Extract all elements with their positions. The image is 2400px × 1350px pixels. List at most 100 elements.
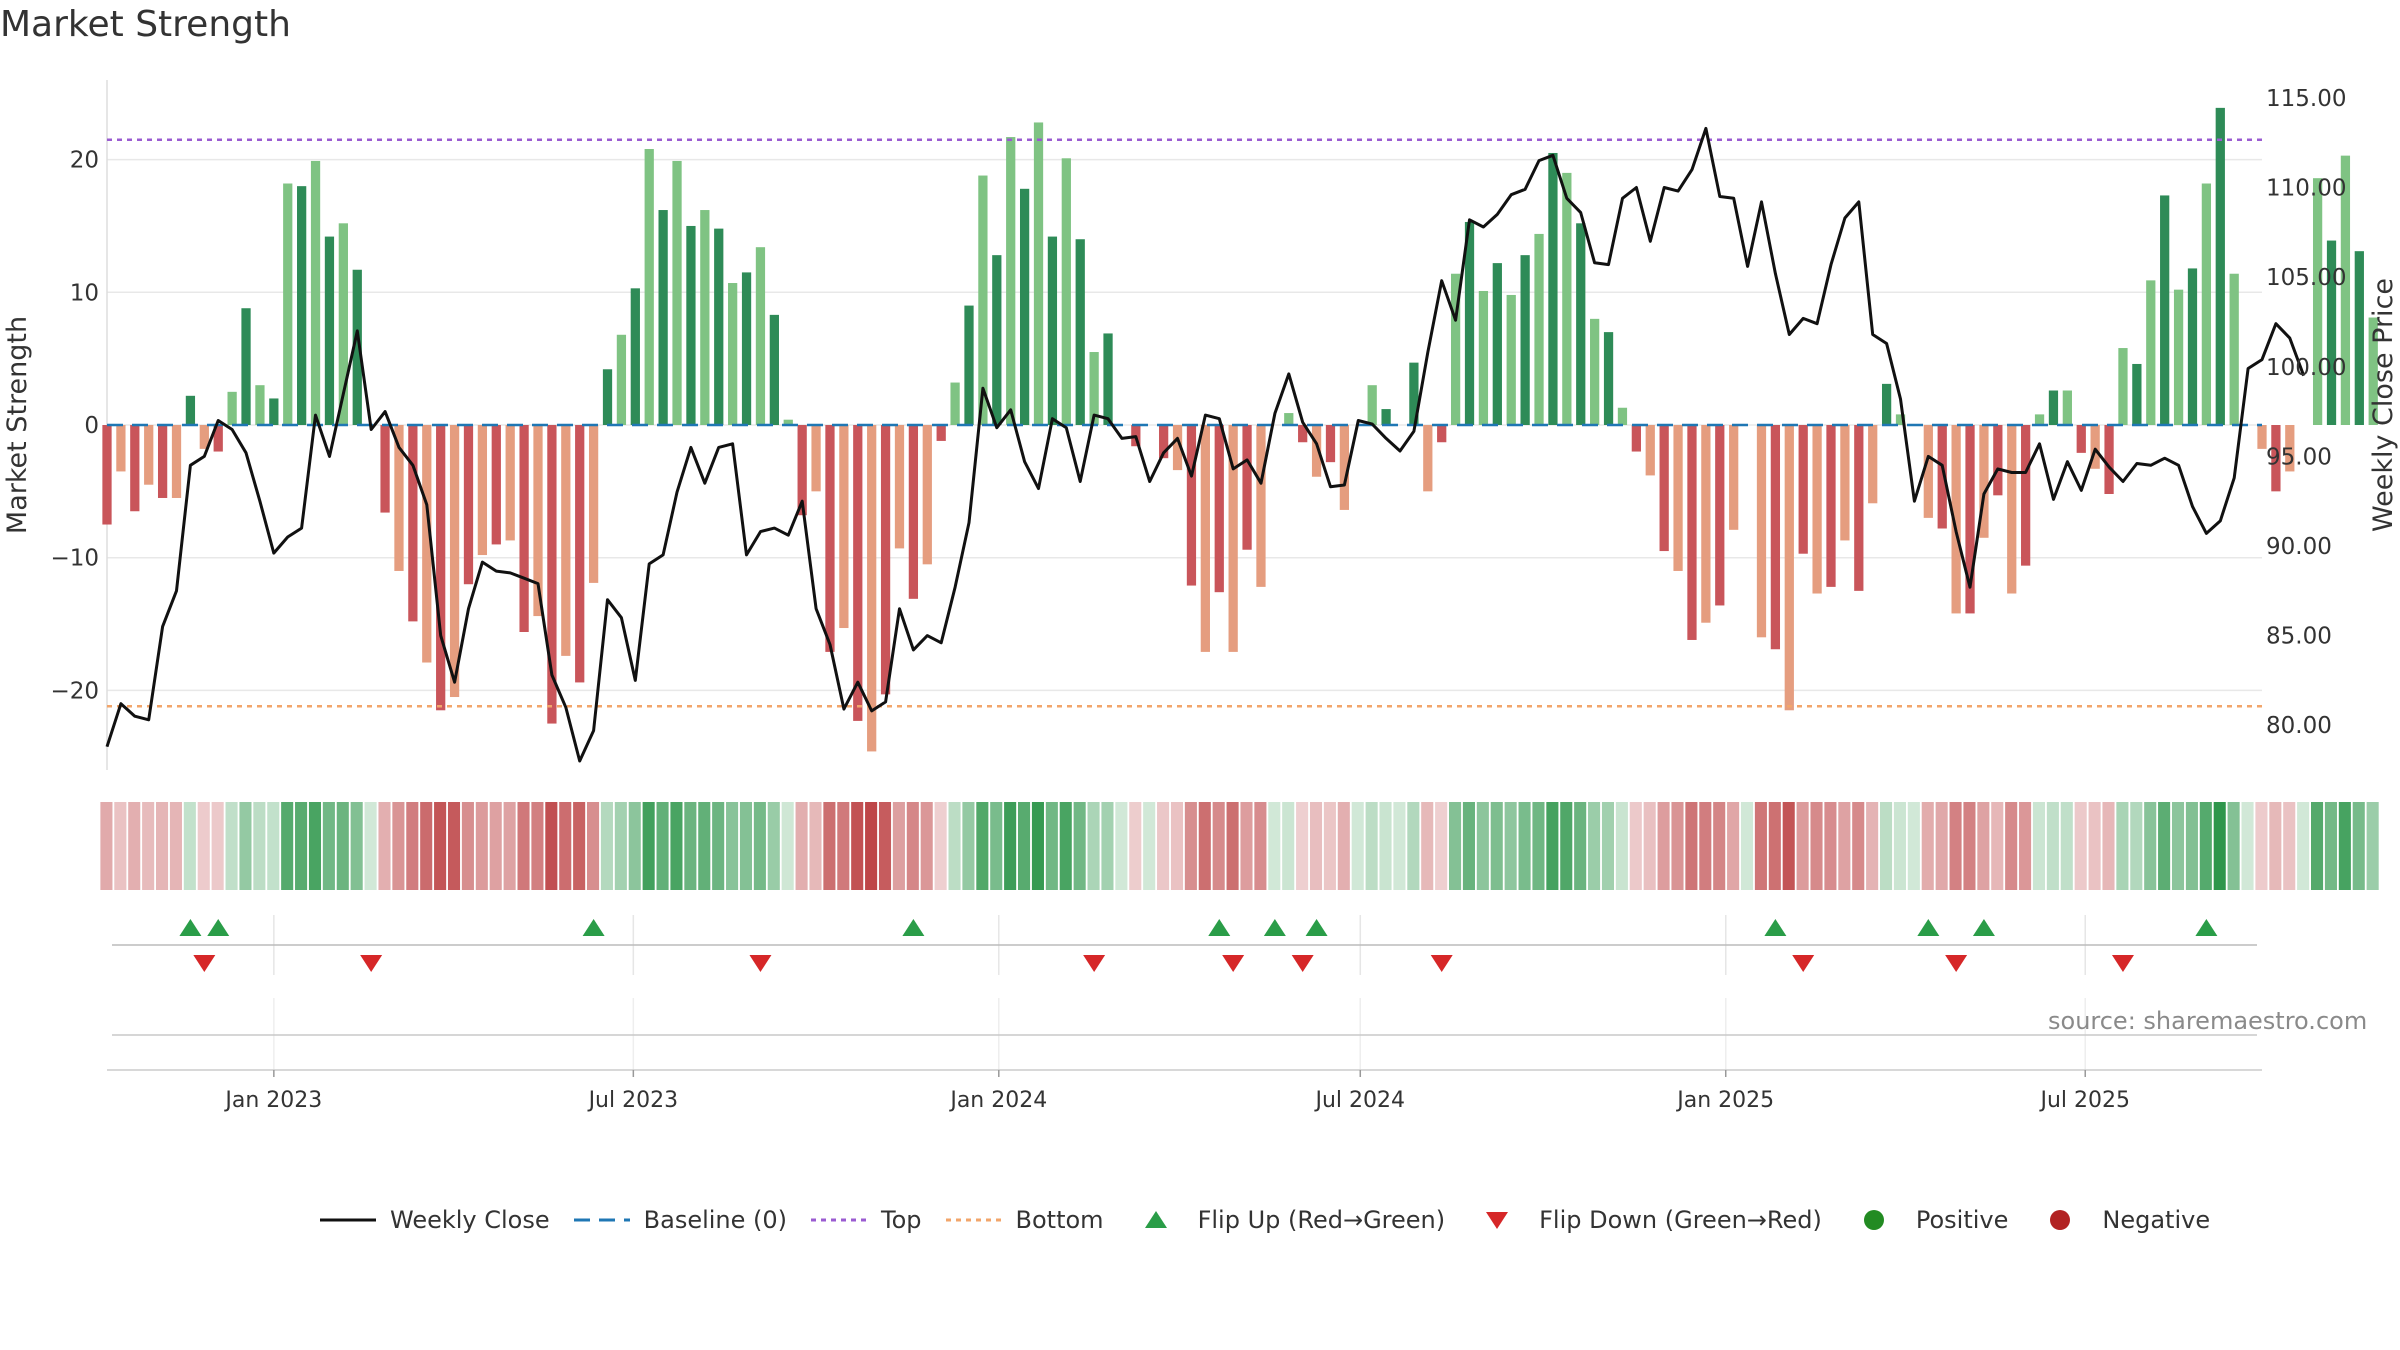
flip-markers-panel <box>112 919 2257 972</box>
strength-bar <box>728 283 738 425</box>
heat-cell <box>837 802 850 890</box>
strength-bar <box>2368 317 2378 425</box>
heat-cell <box>350 802 363 890</box>
heat-cell <box>114 802 127 890</box>
strength-bar <box>1200 425 1210 652</box>
heat-cell <box>2297 802 2310 890</box>
strength-bar <box>547 425 557 724</box>
strength-bar <box>1756 425 1767 638</box>
x-tick-label: Jul 2023 <box>587 1088 679 1113</box>
strength-bar <box>1715 425 1725 606</box>
heat-cell <box>892 802 905 890</box>
heat-cell <box>2338 802 2351 890</box>
tick-labels: −20 −10 0 10 20 80.00 85.00 90.00 95.00 100.00 105… <box>2 86 2399 1113</box>
heat-cell <box>545 802 558 890</box>
strength-bar <box>1590 318 1600 425</box>
heat-cell <box>1907 802 1920 890</box>
flip-down-marker <box>1083 955 1106 972</box>
heat-cell <box>1782 802 1795 890</box>
strength-bar <box>422 425 432 663</box>
strength-bar <box>1784 425 1794 711</box>
strength-bar <box>755 247 766 425</box>
heat-cell <box>851 802 864 890</box>
heat-cell <box>1657 802 1670 890</box>
heat-cell <box>1532 802 1545 890</box>
legend-swatch-baseline <box>573 1218 630 1222</box>
flip-up-marker <box>1972 919 1995 936</box>
legend-item-baseline: Baseline (0) <box>572 1206 787 1234</box>
strength-bar <box>936 425 946 441</box>
heat-cell <box>2074 802 2087 890</box>
strength-bar <box>658 210 668 425</box>
strength-bar <box>575 425 585 683</box>
strength-bar <box>2215 107 2225 425</box>
heat-cell <box>1073 802 1086 890</box>
heat-cell <box>1170 802 1184 890</box>
heat-cell <box>1546 802 1559 890</box>
strength-bar <box>116 425 126 472</box>
strength-bar <box>394 425 404 571</box>
heat-cell <box>1129 802 1142 890</box>
strength-bar <box>1047 236 1058 425</box>
strength-bar <box>2285 425 2295 472</box>
heat-cell <box>1323 802 1336 890</box>
heat-cell <box>795 802 808 890</box>
heat-cell <box>447 802 461 890</box>
heat-cell <box>503 802 516 890</box>
legend-item-positive: Positive <box>1844 1206 2008 1234</box>
heat-cell <box>2227 802 2240 890</box>
strength-bar <box>839 425 849 629</box>
strength-bar <box>950 382 960 425</box>
strength-bar <box>1089 352 1099 425</box>
strength-bars <box>102 107 2378 752</box>
strength-bar <box>1409 362 1419 425</box>
strength-bar <box>880 425 891 695</box>
heat-cell <box>281 802 294 890</box>
heat-cell <box>1671 802 1684 890</box>
heat-cell <box>2102 802 2115 890</box>
heat-cell <box>1963 802 1976 890</box>
strength-bar <box>561 425 571 656</box>
heat-cell <box>1045 802 1058 890</box>
heat-cell <box>1157 802 1170 890</box>
reference-lines <box>107 138 2262 708</box>
strength-bar <box>2090 425 2100 469</box>
legend-label: Top <box>881 1206 922 1234</box>
strength-bar <box>491 425 501 545</box>
strength-bar <box>2034 414 2045 425</box>
strength-bar <box>1603 332 1614 425</box>
heat-cell <box>1824 802 1837 890</box>
heat-cell <box>1504 802 1517 890</box>
legend-item-bottom: Bottom <box>944 1206 1104 1234</box>
legend-item-negative: Negative <box>2030 1206 2210 1234</box>
heat-cell <box>392 802 405 890</box>
strength-heat-strip <box>100 802 2379 890</box>
heat-cell <box>1949 802 1962 890</box>
strength-bar <box>436 425 446 711</box>
strength-bar <box>1075 239 1085 425</box>
y-right-tick-label: 85.00 <box>2266 624 2332 650</box>
strength-bar <box>1228 425 1238 652</box>
heat-cell <box>781 802 794 890</box>
strength-bar <box>2062 390 2072 425</box>
strength-bar <box>964 305 974 425</box>
heat-cell <box>100 802 113 890</box>
flip-up-marker <box>1208 919 1231 936</box>
y-right-tick-label: 100.00 <box>2266 355 2346 381</box>
strength-bar <box>2173 289 2184 425</box>
strength-bar <box>644 149 654 425</box>
heat-cell <box>1254 802 1267 890</box>
heat-cell <box>1601 802 1615 890</box>
strength-bar <box>1437 425 1447 443</box>
heat-cell <box>2255 802 2268 890</box>
heat-cell <box>726 802 739 890</box>
heat-cell <box>211 802 224 890</box>
strength-bar <box>1576 223 1586 425</box>
flip-down-marker <box>1945 955 1968 972</box>
heat-cell <box>295 802 308 890</box>
flip-down-marker <box>360 955 383 972</box>
heat-cell <box>2213 802 2226 890</box>
heat-cell <box>990 802 1003 890</box>
heat-cell <box>1810 802 1823 890</box>
